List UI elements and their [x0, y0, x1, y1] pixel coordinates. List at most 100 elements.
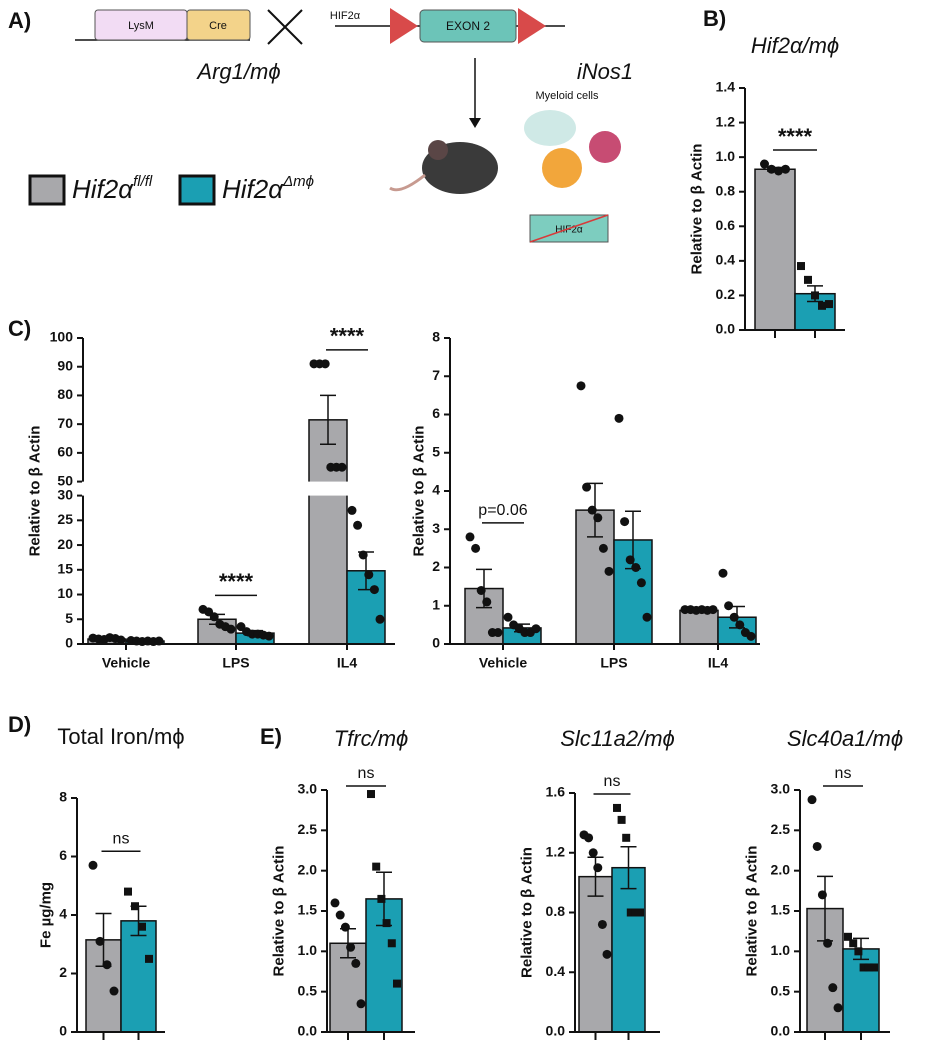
bar [611, 866, 646, 1033]
chart: B) Hif2α/mϕ 0.0 0.2 0.4 0.6 0.8 1.0 1.2 1.4 Relati… [688, 6, 845, 338]
annotation: p=0.06 [478, 502, 527, 519]
error-bar [320, 394, 336, 446]
data-point [781, 164, 790, 174]
data-point [620, 517, 630, 527]
data-point [593, 863, 603, 873]
y-tick-label: 6 [432, 405, 440, 421]
data-point [833, 1003, 843, 1013]
y-tick-label: 5 [65, 610, 73, 626]
ko-strike [529, 214, 609, 243]
lysm-label: LysM [128, 20, 154, 32]
chart-title: Arg1/mϕ [195, 59, 280, 84]
data-point [88, 860, 98, 870]
y-tick-label: 25 [57, 511, 73, 527]
data-point [347, 505, 357, 515]
data-point [807, 795, 817, 805]
x-tick-label: IL4 [337, 655, 357, 671]
legend-sup: Δmϕ [282, 173, 314, 190]
y-axis-label: Fe µg/mg [37, 882, 54, 948]
data-point [859, 963, 868, 972]
data-point [587, 505, 597, 515]
data-point [767, 164, 776, 174]
y-tick-label: 50 [57, 472, 73, 488]
data-point [209, 612, 219, 622]
annotation: ns [604, 773, 621, 790]
data-point [797, 262, 805, 271]
legend-swatch [28, 174, 66, 206]
data-point [604, 566, 614, 576]
data-point [375, 614, 385, 624]
bar [120, 920, 157, 1033]
data-point [849, 939, 858, 948]
x-tick-label: IL4 [708, 655, 728, 671]
chart-title: Total Iron/mϕ [57, 724, 184, 749]
annotation: ns [113, 830, 130, 847]
data-point [584, 833, 594, 843]
annotation: **** [778, 124, 813, 149]
data-point [346, 942, 356, 952]
y-tick-label: 4 [59, 906, 67, 922]
data-point [372, 862, 381, 871]
data-point [811, 291, 819, 300]
data-point [358, 550, 368, 560]
y-tick-label: 0 [59, 1023, 67, 1039]
y-tick-label: 0.8 [716, 182, 736, 198]
cre-box [186, 9, 251, 41]
y-tick-label: 70 [57, 415, 73, 431]
y-axis-label: Relative to β Actin [688, 144, 705, 275]
error-bar [620, 846, 637, 890]
cell [542, 148, 582, 188]
data-point [377, 894, 386, 903]
data-point [636, 578, 646, 588]
data-point [870, 963, 878, 972]
y-tick-label: 0.5 [298, 982, 318, 998]
y-tick-label: 1.4 [716, 79, 736, 95]
y-tick-label: 1.0 [716, 148, 736, 164]
data-point [531, 624, 541, 634]
y-tick-label: 1.2 [546, 843, 566, 859]
ko-label: HIF2α [555, 225, 583, 236]
x-tick-label: Vehicle [102, 655, 150, 671]
data-point [631, 908, 640, 917]
data-point [369, 585, 379, 595]
y-tick-label: 0.4 [716, 252, 736, 268]
data-point [393, 979, 401, 988]
exon-label: EXON 2 [446, 19, 490, 33]
y-axis-label: Relative to β Actin [410, 426, 427, 557]
data-point [613, 803, 621, 812]
legend-swatch [178, 174, 216, 206]
data-point [471, 543, 481, 553]
mouse-ear [428, 140, 448, 160]
data-point [109, 986, 119, 996]
y-tick-label: 1 [432, 596, 440, 612]
data-point [614, 413, 624, 423]
data-point [102, 960, 112, 970]
y-tick-label: 0.0 [771, 1023, 791, 1039]
legend-text: Hif2α [222, 174, 284, 204]
data-point [625, 555, 635, 565]
y-tick-label: 60 [57, 444, 73, 460]
data-point [854, 947, 863, 956]
chart: Slc40a1/mϕ 0.0 0.5 1.0 1.5 2.0 2.5 3.0 Relative … [743, 726, 903, 1040]
cross [267, 9, 303, 45]
data-point [617, 815, 626, 824]
data-point [622, 833, 631, 842]
y-tick-label: 1.6 [546, 784, 566, 800]
bar [842, 948, 880, 1033]
y-tick-label: 2 [59, 964, 67, 980]
data-point [476, 585, 486, 595]
cells-label: Myeloid cells [536, 90, 599, 102]
data-point [844, 932, 852, 941]
error-bar [587, 856, 604, 897]
y-tick-label: 1.2 [716, 113, 736, 129]
data-point [708, 605, 718, 615]
chart: iNos1 0 1 2 3 4 5 6 7 8 Relative to β Actin Vehicle… [410, 59, 760, 671]
y-tick-label: 15 [57, 560, 73, 576]
data-point [774, 166, 783, 176]
cre-label: Cre [209, 20, 227, 32]
chart: E) Tfrc/mϕ 0.0 0.5 1.0 1.5 2.0 2.5 3.0 Relative t… [260, 724, 415, 1040]
panel-label: D) [8, 712, 31, 737]
data-point [145, 954, 153, 963]
data-point [602, 949, 612, 959]
